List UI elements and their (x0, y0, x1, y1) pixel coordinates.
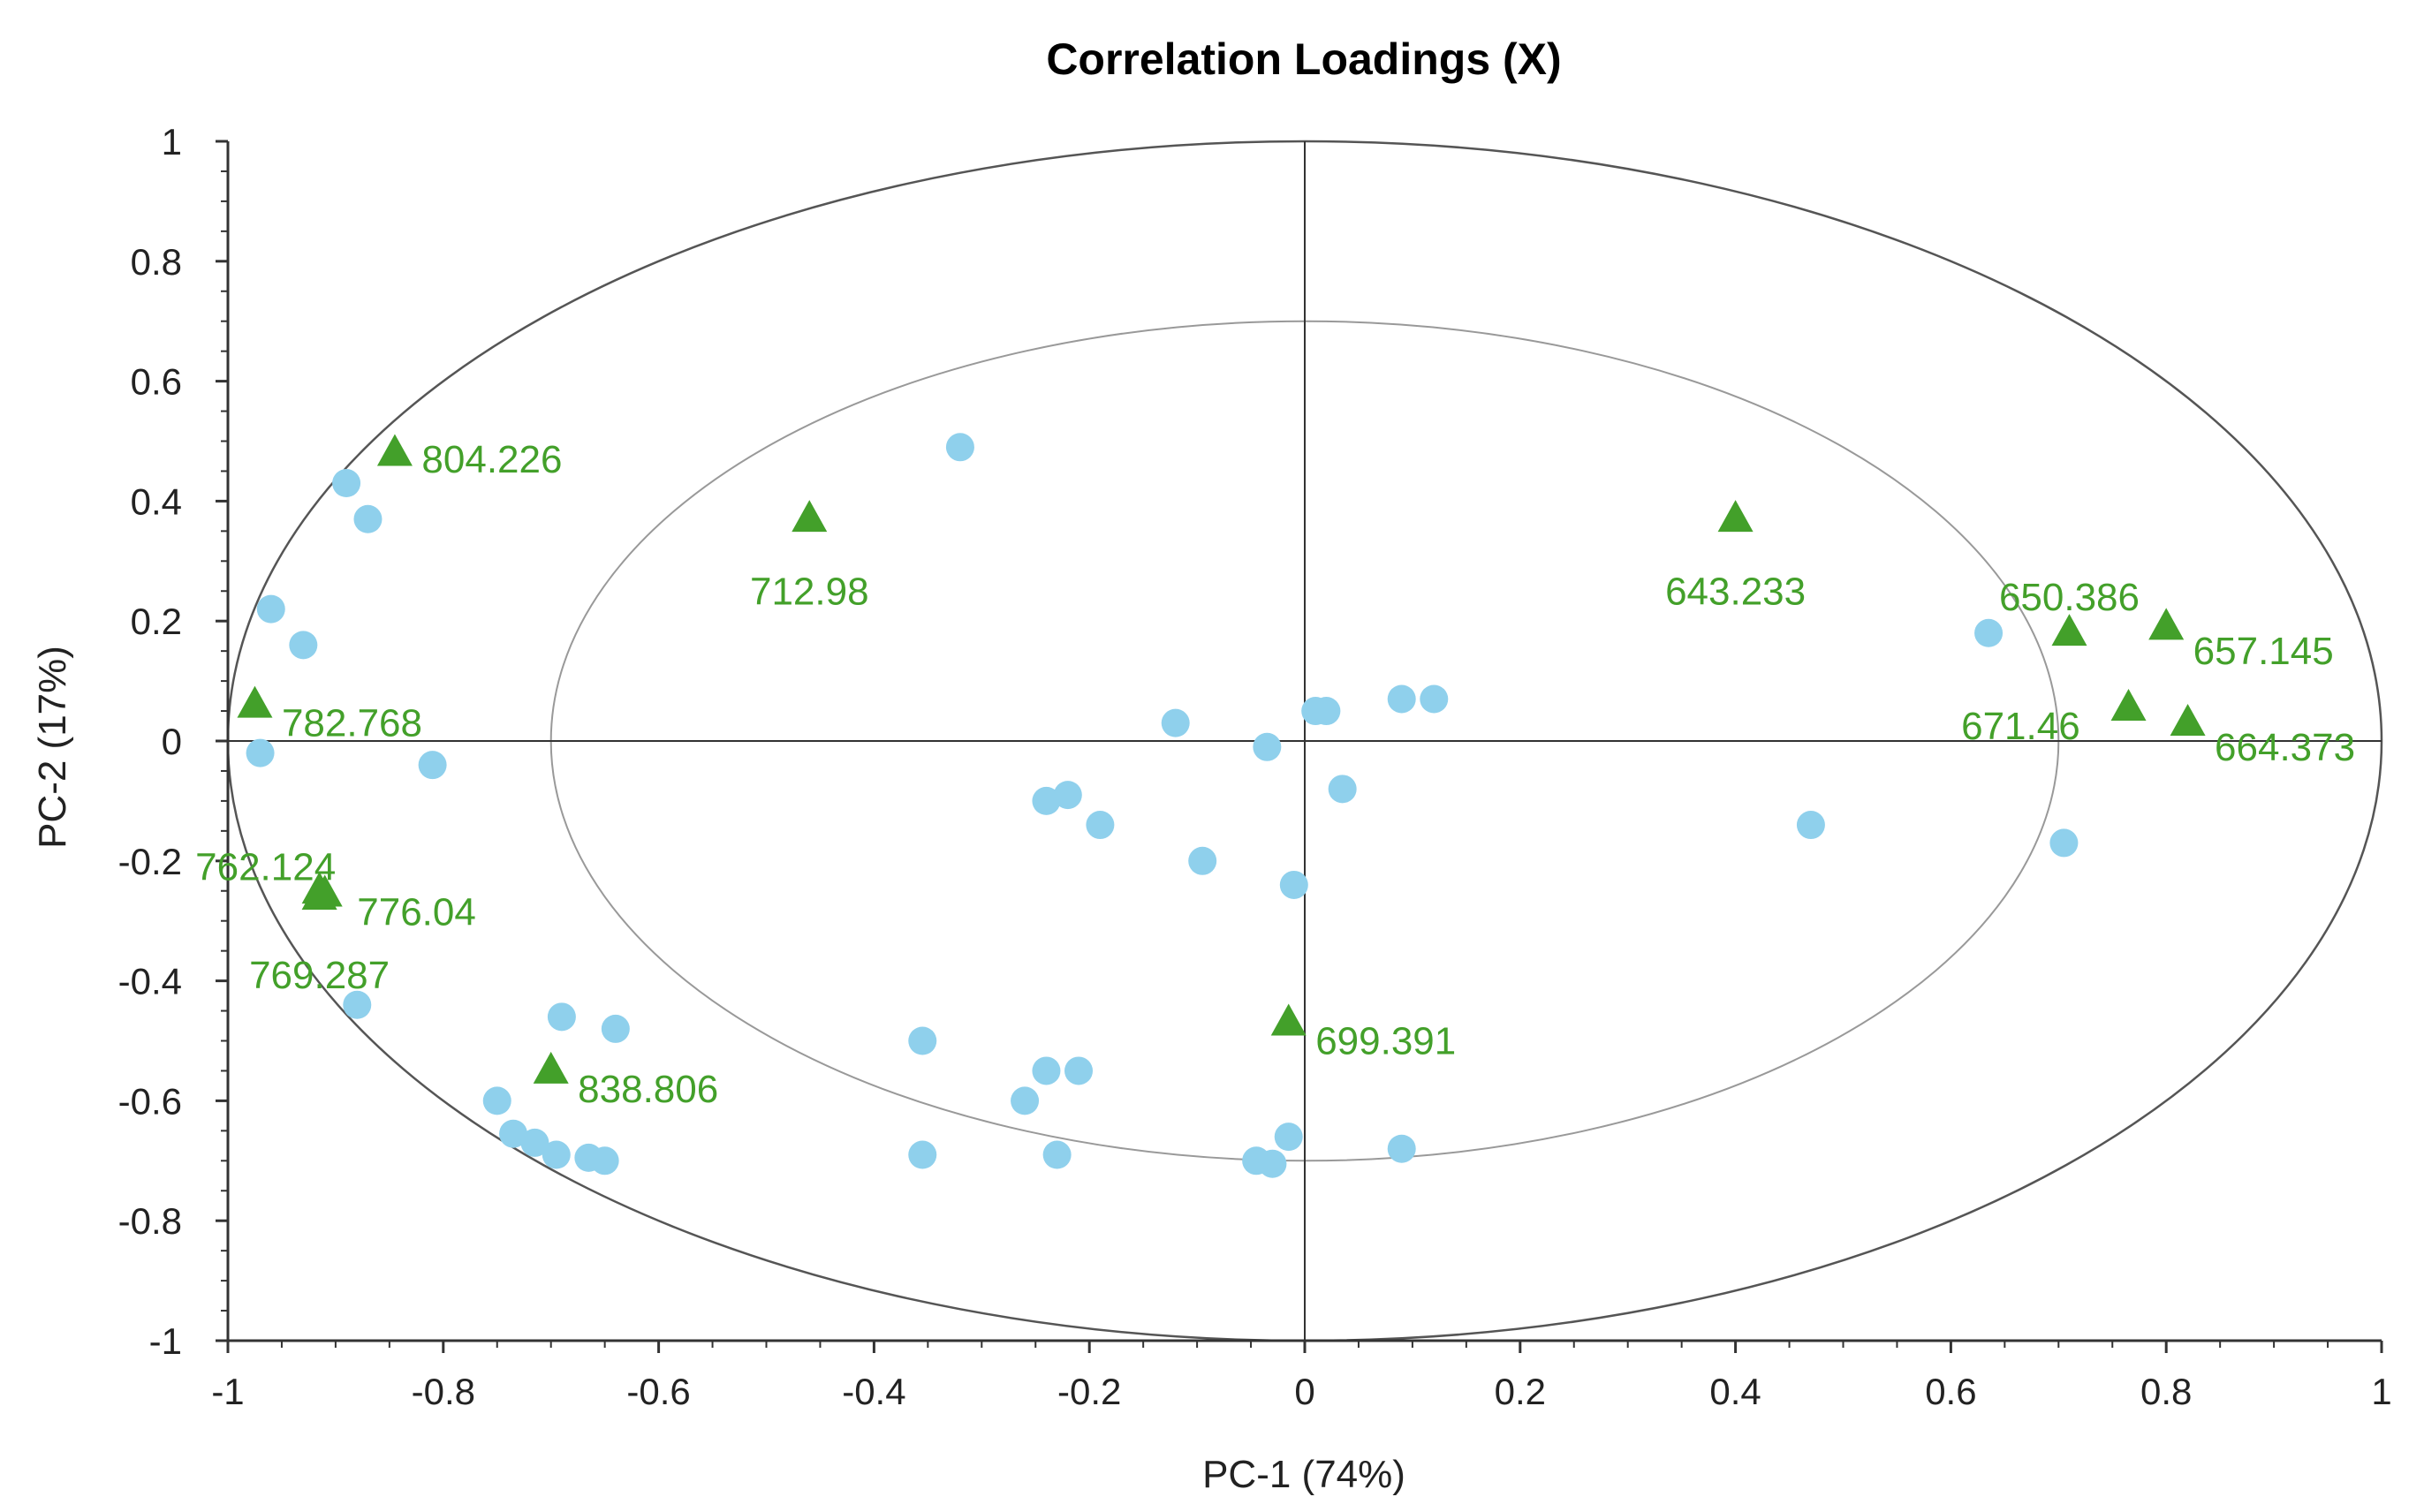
sample-point (1974, 618, 2004, 647)
x-tick-label: 0.4 (1709, 1371, 1761, 1412)
sample-point (1053, 781, 1082, 810)
x-tick-label: 0 (1294, 1371, 1314, 1412)
sample-point (353, 504, 383, 533)
wavelength-point (1270, 1003, 1307, 1036)
y-tick-label: 0.2 (131, 601, 182, 642)
wavelength-point (301, 877, 337, 910)
sample-point (2049, 828, 2079, 858)
sample-point (418, 751, 447, 780)
tick-layer: -1 -0.8 -0.6 -0.4 -0.2 0 0.2 0.4 0.6 0.8 1 -1 -0.8 -0… (118, 121, 2392, 1412)
wavelength-point (1717, 500, 1754, 533)
sample-point (945, 433, 974, 462)
sample-point (1328, 775, 1357, 804)
sample-point (542, 1140, 571, 1169)
wavelength-label: 782.768 (282, 702, 422, 745)
y-tick-label: -0.6 (118, 1080, 182, 1122)
sample-point (1032, 786, 1061, 815)
y-tick-label: -0.8 (118, 1200, 182, 1242)
y-tick-label: -0.2 (118, 841, 182, 882)
wavelength-point (2110, 689, 2147, 722)
sample-point (246, 738, 275, 767)
sample-point (1796, 811, 1825, 840)
x-tick-label: 0.2 (1495, 1371, 1546, 1412)
x-tick-label: -0.8 (412, 1371, 475, 1412)
sample-point (343, 990, 372, 1019)
wavelength-label: 838.806 (578, 1068, 718, 1111)
sample-point (1161, 708, 1190, 737)
sample-point (1387, 1134, 1416, 1163)
x-tick-label: -0.6 (626, 1371, 690, 1412)
sample-point (332, 469, 361, 498)
chart-title: Correlation Loadings (X) (1046, 34, 1561, 84)
sample-point (1274, 1123, 1303, 1152)
wavelength-point (376, 434, 413, 466)
wavelength-point (2170, 704, 2206, 737)
wavelength-label: 769.287 (249, 954, 390, 997)
sample-point (908, 1026, 937, 1055)
wavelength-label: 776.04 (357, 891, 476, 934)
sample-point (1420, 684, 1449, 714)
sample-point (590, 1146, 619, 1176)
sample-point (289, 631, 318, 660)
wavelength-label: 804.226 (421, 438, 562, 481)
wavelength-point (2148, 608, 2185, 640)
sample-point (499, 1119, 528, 1148)
x-tick-label: 1 (2371, 1371, 2391, 1412)
y-tick-label: 0.6 (131, 361, 182, 403)
y-tick-label: -1 (149, 1320, 182, 1362)
x-tick-label: 0.6 (1925, 1371, 1976, 1412)
x-tick-label: -0.4 (842, 1371, 905, 1412)
sample-point (520, 1128, 549, 1157)
sample-point (1253, 732, 1282, 761)
wavelength-label: 657.145 (2193, 630, 2334, 673)
wavelength-label: 650.386 (1999, 576, 2140, 619)
point-layer (237, 433, 2206, 1178)
sample-point (1188, 846, 1217, 875)
y-tick-label: -0.4 (118, 961, 182, 1002)
sample-point (1064, 1056, 1094, 1085)
wavelength-point (237, 685, 273, 718)
sample-point (1258, 1149, 1287, 1178)
sample-point (1387, 684, 1416, 714)
wavelength-label: 643.233 (1665, 570, 1806, 613)
wavelength-label: 699.391 (1315, 1020, 1456, 1063)
y-tick-label: 0.8 (131, 241, 182, 283)
sample-point (601, 1014, 630, 1043)
wavelength-label: 762.124 (195, 846, 336, 889)
sample-point (482, 1086, 511, 1115)
sample-point (1042, 1140, 1072, 1169)
sample-point (1279, 870, 1308, 899)
y-tick-label: 0 (162, 721, 182, 762)
sample-point (1032, 1056, 1061, 1085)
x-tick-label: 0.8 (2140, 1371, 2192, 1412)
sample-point (1011, 1086, 1040, 1115)
sample-point (908, 1140, 937, 1169)
sample-point (1312, 697, 1341, 726)
y-axis-label: PC-2 (17%) (31, 646, 74, 849)
y-tick-label: 0.4 (131, 480, 182, 522)
x-tick-label: -0.2 (1057, 1371, 1121, 1412)
wavelength-label: 671.46 (1961, 705, 2080, 748)
x-axis-label: PC-1 (74%) (1202, 1453, 1405, 1496)
label-layer: 804.226 712.98 643.233 650.386 657.145 671.46… (195, 438, 2355, 1111)
x-tick-label: -1 (211, 1371, 244, 1412)
wavelength-label: 664.373 (2215, 726, 2355, 769)
sample-point (547, 1002, 576, 1032)
sample-point (1086, 811, 1115, 840)
y-tick-label: 1 (162, 121, 182, 163)
wavelength-label: 712.98 (750, 570, 869, 613)
wavelength-point (533, 1051, 569, 1084)
wavelength-point (792, 500, 828, 533)
sample-point (256, 594, 285, 624)
wavelength-point (2051, 614, 2087, 646)
